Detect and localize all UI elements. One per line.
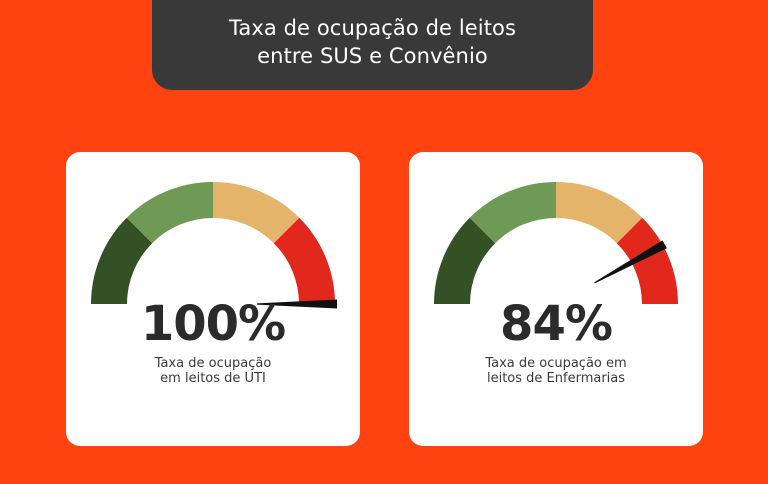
gauge-caption-enfermarias-line2: leitos de Enfermarias [486, 371, 626, 386]
title-line-2: entre SUS e Convênio [257, 44, 488, 68]
gauge-segment-2 [126, 182, 213, 244]
gauge-segment-3 [556, 182, 643, 244]
gauge-value-uti: 100% [140, 296, 286, 352]
gauge-segment-3 [213, 182, 300, 244]
title-line-1: Taxa de ocupação de leitos [228, 16, 517, 40]
gauge-segment-1 [434, 217, 496, 304]
gauge-segment-2 [469, 182, 556, 244]
title-box: Taxa de ocupação de leitos entre SUS e C… [152, 0, 593, 90]
gauge-segment-4 [616, 217, 678, 304]
gauge-caption-uti-line2: em leitos de UTI [160, 371, 266, 386]
gauge-uti [91, 182, 337, 309]
gauge-card-uti: 100% Taxa de ocupação em leitos de UTI [66, 152, 360, 446]
gauge-caption-enfermarias-line1: Taxa de ocupação em [485, 356, 627, 371]
gauge-caption-uti-line1: Taxa de ocupação [154, 356, 272, 371]
gauge-card-enfermarias: 84% Taxa de ocupação em leitos de Enferm… [409, 152, 703, 446]
gauge-caption-uti: Taxa de ocupação em leitos de UTI [66, 356, 360, 386]
gauge-needle [594, 240, 667, 284]
gauge-needle [257, 299, 337, 309]
gauge-segment-1 [91, 217, 153, 304]
gauge-enfermarias [434, 182, 678, 304]
gauge-value-enfermarias: 84% [500, 296, 613, 352]
gauge-caption-enfermarias: Taxa de ocupação em leitos de Enfermaria… [409, 356, 703, 386]
gauge-segment-4 [273, 217, 335, 304]
